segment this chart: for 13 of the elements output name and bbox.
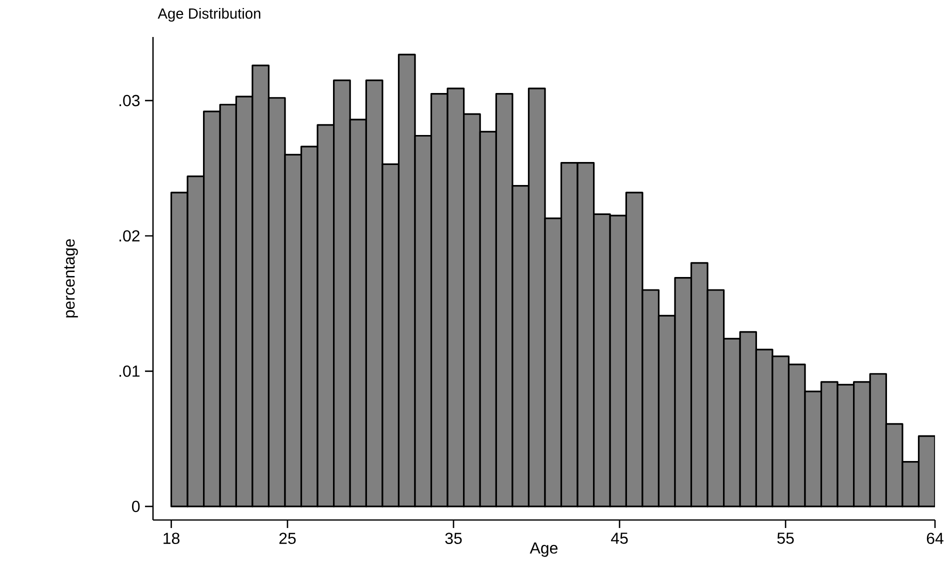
x-axis-title: Age	[530, 542, 558, 557]
x-tick-label: 55	[777, 532, 794, 544]
y-tick-label: .02	[120, 230, 140, 242]
x-tick-label: 25	[279, 532, 296, 544]
y-tick-label: .01	[120, 366, 140, 377]
x-tick-label: 18	[164, 532, 180, 544]
y-axis-title: percentage	[64, 239, 78, 318]
y-tick-label: 0	[132, 500, 140, 512]
y-tick-label: .03	[120, 94, 140, 106]
x-tick-label: 64	[926, 532, 944, 544]
x-tick-label: 45	[611, 532, 628, 544]
chart-title: Age Distribution	[158, 8, 260, 22]
x-tick-label: 35	[445, 532, 462, 544]
